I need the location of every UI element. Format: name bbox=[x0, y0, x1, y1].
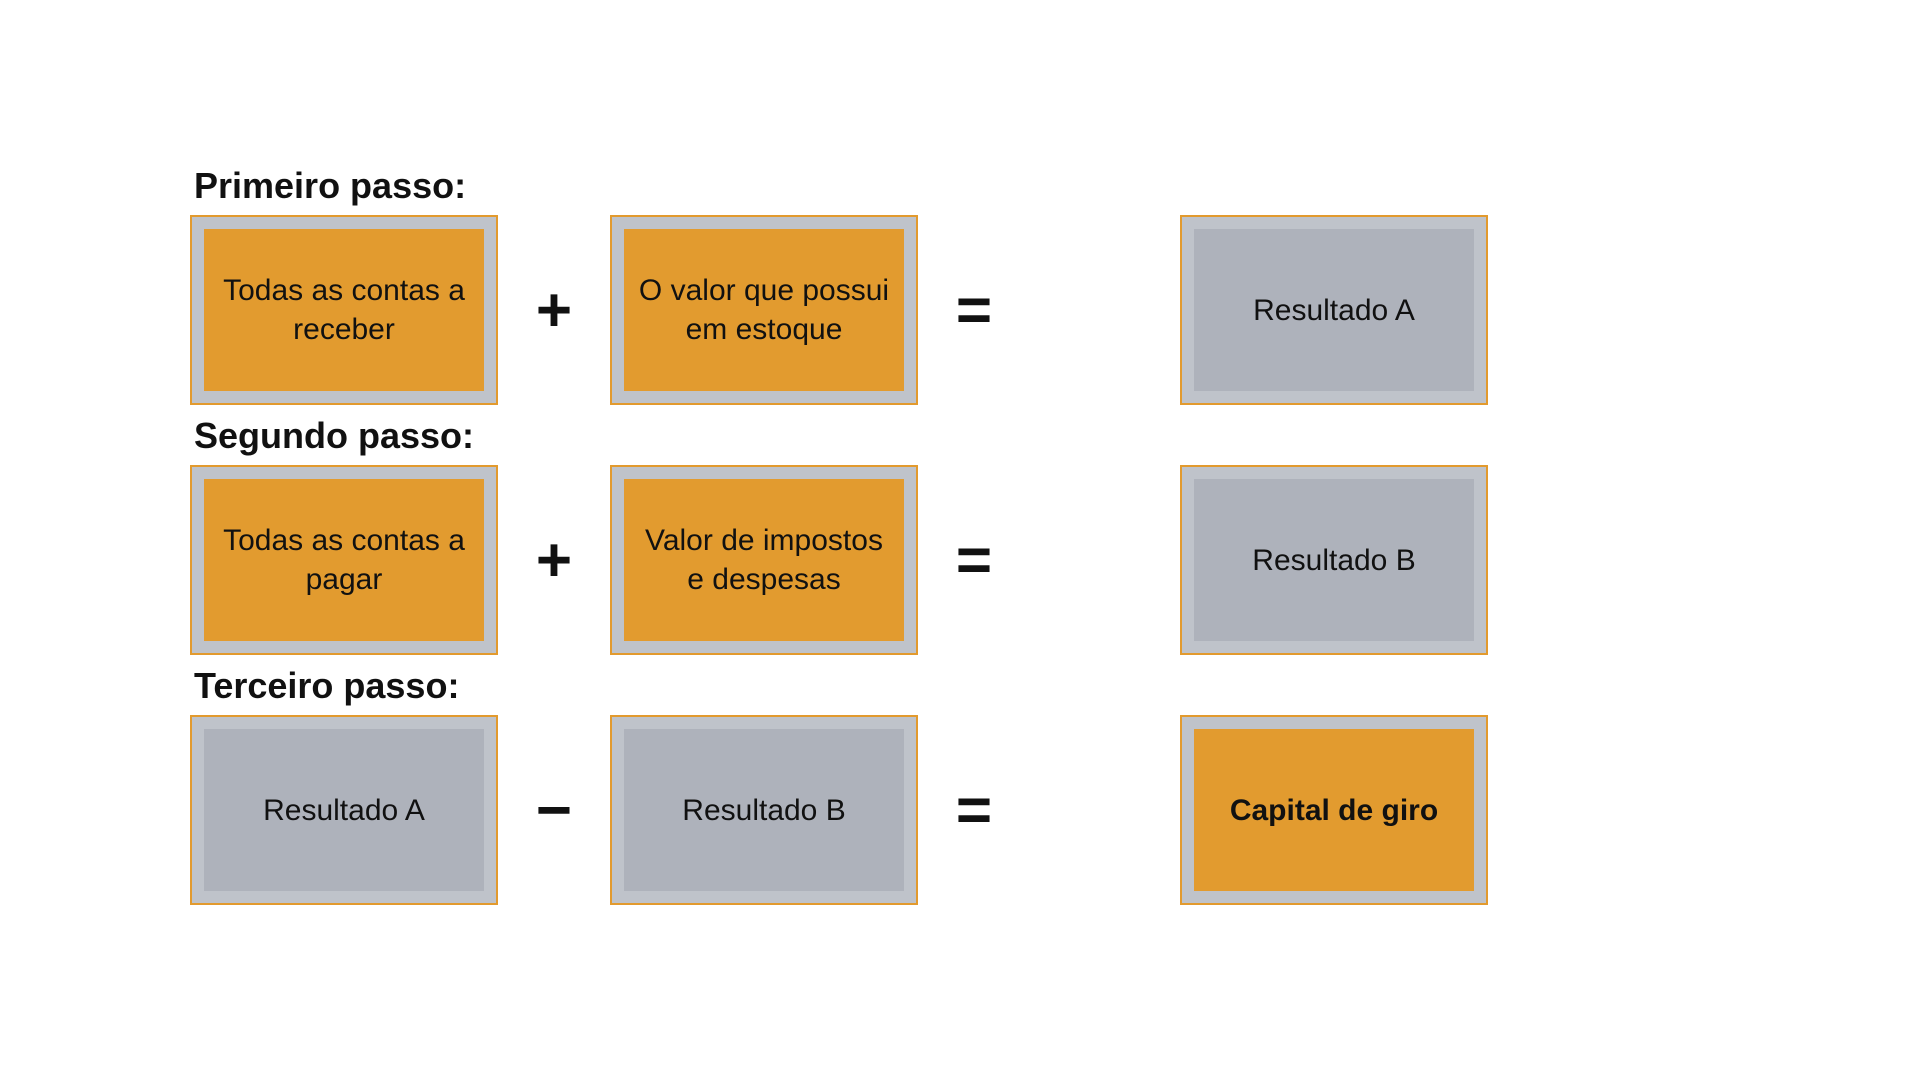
step-3-result: Capital de giro bbox=[1180, 715, 1488, 905]
step-3-operand-1: Resultado A bbox=[190, 715, 498, 905]
step-3-operator: − bbox=[498, 715, 610, 905]
equals-icon: = bbox=[918, 715, 1030, 905]
spacer bbox=[1030, 715, 1180, 905]
step-2-label: Segundo passo: bbox=[190, 415, 1730, 457]
infographic-container: Primeiro passo: Todas as contas a recebe… bbox=[190, 165, 1730, 915]
step-1-operator: + bbox=[498, 215, 610, 405]
step-1-operand-2: O valor que possui em estoque bbox=[610, 215, 918, 405]
step-3-operand-2: Resultado B bbox=[610, 715, 918, 905]
equals-icon: = bbox=[918, 215, 1030, 405]
step-1-label: Primeiro passo: bbox=[190, 165, 1730, 207]
step-1-operand-1: Todas as contas a receber bbox=[190, 215, 498, 405]
step-2-operand-1-text: Todas as contas a pagar bbox=[204, 479, 484, 641]
step-1-operand-2-text: O valor que possui em estoque bbox=[624, 229, 904, 391]
step-3-operand-2-text: Resultado B bbox=[624, 729, 904, 891]
step-2-operator: + bbox=[498, 465, 610, 655]
equals-icon: = bbox=[918, 465, 1030, 655]
step-2-result: Resultado B bbox=[1180, 465, 1488, 655]
step-1-operand-1-text: Todas as contas a receber bbox=[204, 229, 484, 391]
step-2-operand-1: Todas as contas a pagar bbox=[190, 465, 498, 655]
step-1-result: Resultado A bbox=[1180, 215, 1488, 405]
step-3-label: Terceiro passo: bbox=[190, 665, 1730, 707]
step-3-equation: Resultado A − Resultado B = Capital de g… bbox=[190, 715, 1730, 905]
step-3: Terceiro passo: Resultado A − Resultado … bbox=[190, 665, 1730, 905]
step-1: Primeiro passo: Todas as contas a recebe… bbox=[190, 165, 1730, 405]
step-1-result-text: Resultado A bbox=[1194, 229, 1474, 391]
step-3-result-text: Capital de giro bbox=[1194, 729, 1474, 891]
step-2-result-text: Resultado B bbox=[1194, 479, 1474, 641]
spacer bbox=[1030, 215, 1180, 405]
spacer bbox=[1030, 465, 1180, 655]
step-2: Segundo passo: Todas as contas a pagar +… bbox=[190, 415, 1730, 655]
step-1-equation: Todas as contas a receber + O valor que … bbox=[190, 215, 1730, 405]
step-2-operand-2-text: Valor de impostos e despesas bbox=[624, 479, 904, 641]
step-2-operand-2: Valor de impostos e despesas bbox=[610, 465, 918, 655]
step-2-equation: Todas as contas a pagar + Valor de impos… bbox=[190, 465, 1730, 655]
step-3-operand-1-text: Resultado A bbox=[204, 729, 484, 891]
